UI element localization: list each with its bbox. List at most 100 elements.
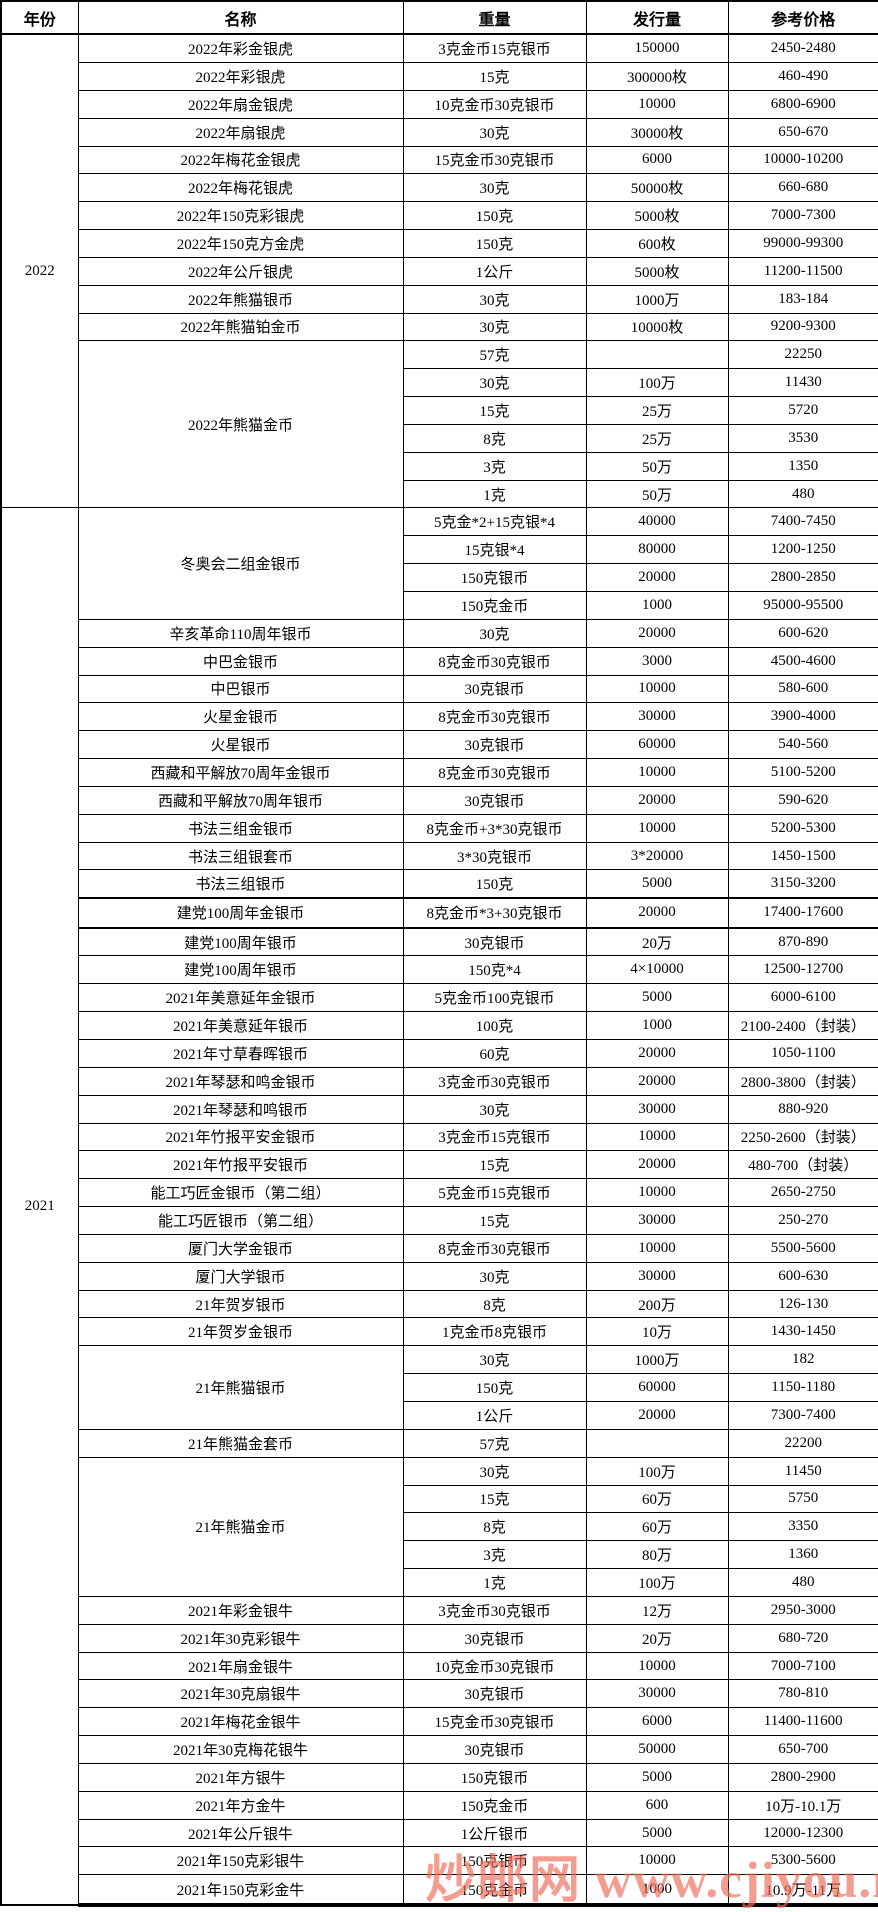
issue-cell: 25万	[585, 396, 729, 425]
name-cell: 中巴金银币	[77, 646, 404, 676]
issue-cell: 30000	[585, 1261, 729, 1291]
name-cell: 建党100周年银币	[77, 927, 404, 957]
issue-cell: 20000	[585, 1150, 729, 1180]
price-cell: 182	[727, 1345, 878, 1375]
table-row: 8克 25万 3530	[1, 423, 878, 453]
price-cell: 183-184	[727, 284, 878, 314]
issue-cell: 50万	[585, 479, 729, 509]
table-row: 3克 50万 1350	[1, 451, 878, 481]
weight-cell: 3克金币15克银币	[402, 1122, 587, 1152]
name-cell: 厦门大学金银币	[77, 1233, 404, 1263]
issue-cell: 10000枚	[585, 312, 729, 342]
issue-cell: 10000	[585, 89, 729, 119]
table-row: 中巴金银币 8克金币30克银币 3000 4500-4600	[1, 646, 878, 676]
name-cell: 2021年美意延年金银币	[77, 983, 404, 1013]
table-row: 建党100周年银币 30克银币 20万 870-890	[1, 927, 878, 957]
weight-cell: 150克*4	[402, 955, 587, 985]
weight-cell: 3克金币15克银币	[402, 33, 587, 63]
issue-cell: 25万	[585, 423, 729, 453]
price-cell: 7000-7100	[727, 1651, 878, 1681]
weight-cell: 5克金币15克银币	[402, 1178, 587, 1208]
issue-cell	[585, 1428, 729, 1458]
issue-cell: 80万	[585, 1540, 729, 1570]
weight-cell: 60克	[402, 1039, 587, 1068]
price-cell: 2250-2600（封装）	[727, 1122, 878, 1152]
table-row: 2022年彩银虎 15克 300000枚 460-490	[1, 61, 878, 91]
weight-cell: 8克	[402, 1512, 587, 1542]
name-cell: 2021年30克彩银牛	[77, 1623, 404, 1653]
issue-cell: 4×10000	[585, 955, 729, 985]
weight-cell: 30克	[402, 1261, 587, 1291]
weight-cell: 15克	[402, 396, 587, 425]
table-row: 2021年扇金银牛 10克金币30克银币 10000 7000-7100	[1, 1651, 878, 1681]
issue-cell: 30000枚	[585, 117, 729, 147]
price-cell: 3150-3200	[727, 869, 878, 899]
weight-cell: 8克金币30克银币	[402, 1233, 587, 1263]
issue-cell: 5000	[585, 983, 729, 1013]
table-row: 1公斤 20000 7300-7400	[1, 1400, 878, 1430]
table-body: 2022 2022年彩金银虎 3克金币15克银币 150000 2450-2480 202…	[0, 33, 878, 1908]
name-cell: 2021年竹报平安银币	[77, 1150, 404, 1180]
name-cell: 2021年方金牛	[77, 1790, 404, 1820]
issue-cell: 100万	[585, 1568, 729, 1597]
name-cell: 火星银币	[77, 730, 404, 760]
column-header-name: 名称	[77, 0, 404, 35]
weight-cell: 30克	[402, 1094, 587, 1124]
issue-cell: 12万	[585, 1595, 729, 1625]
weight-cell: 150克银币	[402, 563, 587, 592]
weight-cell: 15克银*4	[402, 535, 587, 565]
weight-cell: 30克银币	[402, 1623, 587, 1653]
name-cell: 书法三组银套币	[77, 841, 404, 871]
price-cell: 12500-12700	[727, 955, 878, 985]
issue-cell: 150000	[585, 33, 729, 63]
weight-cell: 150克	[402, 229, 587, 258]
issue-cell: 5000枚	[585, 256, 729, 286]
name-cell: 西藏和平解放70周年金银币	[77, 758, 404, 787]
table-row: 21年贺岁银币 8克 200万 126-130	[1, 1289, 878, 1319]
table-row: 2022年熊猫金币 57克 22250	[1, 340, 878, 509]
price-cell: 590-620	[727, 785, 878, 815]
price-cell: 7300-7400	[727, 1400, 878, 1430]
price-cell: 2800-2850	[727, 563, 878, 592]
table-row: 2021年琴瑟和鸣金银币 3克金币30克银币 20000 2800-3800（封装）	[1, 1066, 878, 1096]
price-cell: 1360	[727, 1540, 878, 1570]
name-cell: 书法三组银币	[77, 869, 404, 899]
weight-cell: 30克	[402, 117, 587, 147]
weight-cell: 8克	[402, 423, 587, 453]
table-row: 书法三组金银币 8克金币+3*30克银币 10000 5200-5300	[1, 813, 878, 843]
weight-cell: 8克金币30克银币	[402, 646, 587, 676]
price-cell: 17400-17600	[727, 897, 878, 929]
price-cell: 650-670	[727, 117, 878, 147]
weight-cell: 30克银币	[402, 785, 587, 815]
table-row: 2021年公斤银牛 1公斤银币 5000 12000-12300	[1, 1818, 878, 1848]
name-cell: 2021年琴瑟和鸣金银币	[77, 1066, 404, 1096]
weight-cell: 15克	[402, 1206, 587, 1235]
table-row: 2021年寸草春晖银币 60克 20000 1050-1100	[1, 1039, 878, 1068]
weight-cell: 30克	[402, 618, 587, 648]
issue-cell: 100万	[585, 368, 729, 398]
weight-cell: 5克金币100克银币	[402, 983, 587, 1013]
issue-cell: 3000	[585, 646, 729, 676]
table-row: 2021年150克彩金牛 150克金币 1000 10.9万-11万	[1, 1874, 878, 1908]
weight-cell: 3*30克银币	[402, 841, 587, 871]
issue-cell: 20000	[585, 1066, 729, 1096]
weight-cell: 30克银币	[402, 1679, 587, 1709]
weight-cell: 10克金币30克银币	[402, 1651, 587, 1681]
price-cell: 6000-6100	[727, 983, 878, 1013]
price-cell: 600-620	[727, 618, 878, 648]
weight-cell: 30克	[402, 312, 587, 342]
weight-cell: 30克	[402, 1345, 587, 1375]
weight-cell: 8克金币+3*30克银币	[402, 813, 587, 843]
name-cell: 2021年美意延年银币	[77, 1011, 404, 1041]
price-cell: 7400-7450	[727, 507, 878, 537]
table-row: 2021年梅花金银牛 15克金币30克银币 6000 11400-11600	[1, 1707, 878, 1737]
issue-cell: 60万	[585, 1484, 729, 1514]
name-cell: 21年熊猫金币	[77, 1456, 404, 1597]
price-cell: 2450-2480	[727, 33, 878, 63]
name-cell: 2021年30克梅花银牛	[77, 1735, 404, 1764]
issue-cell: 1000万	[585, 1345, 729, 1375]
table-row: 2021年竹报平安银币 15克 20000 480-700（封装）	[1, 1150, 878, 1180]
price-cell: 5500-5600	[727, 1233, 878, 1263]
issue-cell: 3*20000	[585, 841, 729, 871]
